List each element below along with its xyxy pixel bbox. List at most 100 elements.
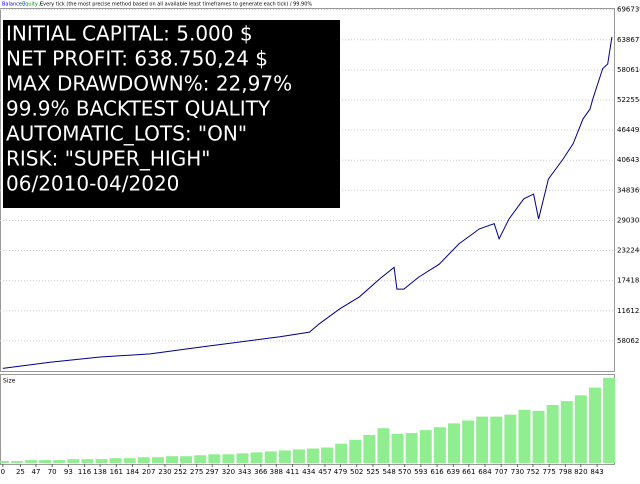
x-tick-label: 775 bbox=[542, 468, 555, 476]
x-tick-label: 434 bbox=[302, 468, 316, 476]
x-tick-label: 184 bbox=[126, 468, 140, 476]
x-tick-label: 47 bbox=[31, 468, 40, 476]
size-bar bbox=[123, 458, 136, 463]
overlay-line: MAX DRAWDOWN%: 22,97% bbox=[6, 72, 292, 96]
x-tick-label: 752 bbox=[526, 468, 539, 476]
size-bar bbox=[588, 387, 601, 463]
size-bar bbox=[208, 454, 221, 463]
x-tick-label: 502 bbox=[350, 468, 363, 476]
size-bar bbox=[574, 395, 587, 463]
y-tick-label: 290308 bbox=[617, 216, 640, 224]
x-tick-label: 70 bbox=[48, 468, 57, 476]
size-bar bbox=[250, 452, 263, 463]
x-tick-label: 116 bbox=[78, 468, 92, 476]
overlay-line: INITIAL CAPITAL: 5.000 $ bbox=[6, 22, 253, 46]
size-bar bbox=[222, 454, 235, 463]
size-bar bbox=[278, 450, 291, 463]
y-tick-label: 696739 bbox=[617, 6, 640, 14]
size-bar bbox=[377, 428, 390, 463]
x-tick-label: 230 bbox=[158, 468, 171, 476]
size-bar bbox=[349, 439, 362, 463]
y-tick-label: 348369 bbox=[617, 186, 640, 194]
x-tick-label: 639 bbox=[447, 468, 460, 476]
size-bar bbox=[447, 423, 460, 463]
size-bar bbox=[264, 451, 277, 463]
size-bar bbox=[532, 410, 545, 463]
x-tick-label: 820 bbox=[574, 468, 587, 476]
x-tick-label: 161 bbox=[110, 468, 123, 476]
size-bar bbox=[81, 459, 94, 463]
size-bar bbox=[603, 377, 616, 463]
size-bar bbox=[53, 460, 66, 463]
size-bar bbox=[10, 461, 23, 463]
size-bar bbox=[518, 409, 531, 463]
y-tick-label: 522554 bbox=[617, 96, 640, 104]
size-bar bbox=[151, 457, 164, 463]
size-bar bbox=[292, 449, 305, 463]
size-bar bbox=[490, 416, 503, 463]
x-tick-label: 707 bbox=[495, 468, 508, 476]
panel-title: Size bbox=[3, 378, 16, 385]
y-tick-label: 464492 bbox=[617, 126, 640, 134]
size-bar bbox=[504, 414, 517, 463]
overlay-box bbox=[3, 20, 340, 208]
overlay-line: NET PROFIT: 638.750,24 $ bbox=[6, 47, 268, 71]
x-tick-label: 684 bbox=[478, 468, 492, 476]
x-tick-label: 252 bbox=[174, 468, 187, 476]
size-bar bbox=[546, 405, 559, 463]
x-tick-label: 457 bbox=[318, 468, 331, 476]
size-bar bbox=[405, 433, 418, 463]
size-bar bbox=[67, 459, 80, 463]
balance-line bbox=[2, 36, 613, 369]
overlay-line: AUTOMATIC_LOTS: "ON" bbox=[6, 122, 247, 146]
x-tick-label: 25 bbox=[16, 468, 25, 476]
y-tick-label: 638677 bbox=[617, 36, 640, 44]
header-equity: Equity / bbox=[22, 2, 41, 8]
size-bar bbox=[25, 460, 38, 463]
x-tick-label: 593 bbox=[414, 468, 427, 476]
x-tick-label: 548 bbox=[382, 468, 395, 476]
size-bar bbox=[476, 416, 489, 463]
x-tick-label: 479 bbox=[334, 468, 347, 476]
x-tick-label: 275 bbox=[190, 468, 203, 476]
x-tick-label: 366 bbox=[254, 468, 268, 476]
size-bar bbox=[462, 420, 475, 463]
size-bar bbox=[335, 443, 348, 463]
x-tick-label: 730 bbox=[511, 468, 524, 476]
x-tick-label: 525 bbox=[366, 468, 379, 476]
size-bar bbox=[236, 453, 249, 463]
y-tick-label: 406431 bbox=[617, 156, 640, 164]
y-tick-label: 58062 bbox=[617, 337, 639, 345]
y-tick-label: 116123 bbox=[617, 307, 640, 315]
size-bar bbox=[419, 430, 432, 463]
x-tick-label: 388 bbox=[270, 468, 283, 476]
overlay-line: 99.9% BACKTEST QUALITY bbox=[6, 97, 271, 121]
x-tick-label: 616 bbox=[430, 468, 444, 476]
x-tick-label: 661 bbox=[462, 468, 475, 476]
x-tick-label: 138 bbox=[93, 468, 106, 476]
x-tick-label: 0 bbox=[1, 468, 5, 476]
size-bar bbox=[560, 401, 573, 463]
x-tick-label: 320 bbox=[222, 468, 235, 476]
size-bar bbox=[180, 456, 193, 463]
size-bar bbox=[109, 458, 122, 463]
size-bar bbox=[321, 447, 334, 463]
size-bar bbox=[137, 457, 150, 463]
header-info: Every tick (the most precise method base… bbox=[40, 2, 312, 8]
size-bar bbox=[95, 459, 108, 463]
size-bar bbox=[0, 461, 9, 463]
x-tick-label: 798 bbox=[559, 468, 572, 476]
x-tick-label: 297 bbox=[205, 468, 218, 476]
x-tick-label: 343 bbox=[238, 468, 251, 476]
overlay-line: 06/2010-04/2020 bbox=[6, 172, 179, 196]
overlay-line: RISK: "SUPER_HIGH" bbox=[6, 147, 211, 171]
size-bar bbox=[391, 434, 404, 463]
x-tick-label: 207 bbox=[142, 468, 155, 476]
size-bar bbox=[433, 427, 446, 463]
x-tick-label: 843 bbox=[590, 468, 603, 476]
size-bar bbox=[166, 456, 178, 463]
y-tick-label: 174185 bbox=[617, 277, 640, 285]
overlay-text: INITIAL CAPITAL: 5.000 $NET PROFIT: 638.… bbox=[6, 22, 292, 196]
